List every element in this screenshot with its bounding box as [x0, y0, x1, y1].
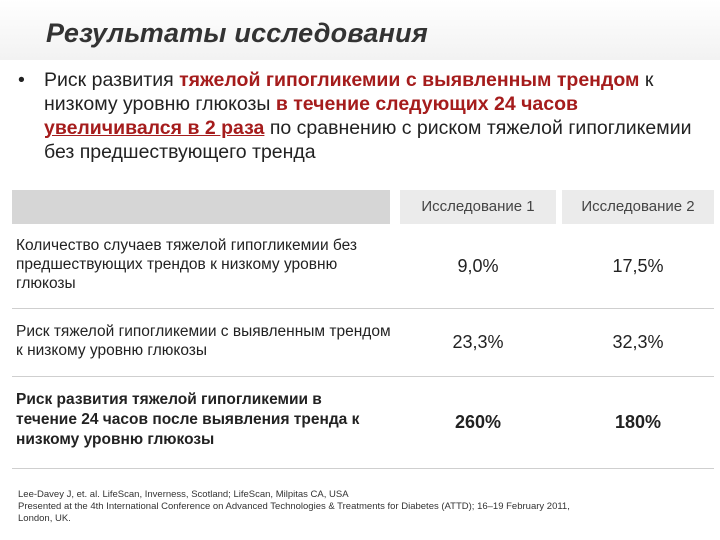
row-value-study-1: 23,3%	[452, 332, 504, 352]
table-row: Риск тяжелой гипогликемии с выявленным т…	[12, 320, 714, 366]
bullet-text-part: Риск развития	[44, 69, 180, 91]
table-row: Риск развития тяжелой гипогликемии в теч…	[12, 390, 714, 456]
header-empty-cell	[12, 190, 390, 224]
bullet-highlight: в течение следующих 24 часов	[275, 93, 578, 115]
table-row: Количество случаев тяжелой гипогликемии …	[12, 234, 714, 300]
row-divider	[12, 308, 714, 309]
bullet-point: • Риск развития тяжелой гипогликемии с в…	[18, 68, 708, 164]
bullet-text: Риск развития тяжелой гипогликемии с выя…	[44, 68, 708, 164]
bullet-text-part: по сравнению с риском тяжелой гипогликем…	[44, 117, 692, 163]
row-label: Риск тяжелой гипогликемии с выявленным т…	[16, 323, 391, 359]
title-bar: Результаты исследования	[0, 0, 720, 60]
bullet-marker: •	[18, 69, 25, 91]
row-value-study-1: 260%	[454, 412, 502, 432]
row-divider	[12, 468, 714, 469]
reference-line: Lee-Davey J, et. al. LifeScan, Inverness…	[18, 489, 349, 500]
reference-line: Presented at the 4th International Confe…	[18, 501, 570, 524]
row-divider	[12, 376, 714, 377]
bullet-highlight-underlined: увеличивался в 2 раза	[44, 117, 265, 139]
results-table: Исследование 1 Исследование 2 Количество…	[12, 190, 714, 469]
row-value-study-2: 32,3%	[612, 332, 664, 352]
table-header-row: Исследование 1 Исследование 2	[12, 190, 714, 224]
page-title: Результаты исследования	[46, 18, 428, 48]
row-value-study-1: 9,0%	[457, 256, 499, 276]
row-label: Риск развития тяжелой гипогликемии в теч…	[16, 391, 360, 448]
header-study-2: Исследование 2	[562, 190, 714, 224]
row-value-study-2: 180%	[614, 412, 662, 432]
bullet-text-part: к низкому уровню глюкозы	[44, 69, 654, 115]
row-label: Количество случаев тяжелой гипогликемии …	[16, 237, 357, 292]
bullet-highlight: тяжелой гипогликемии с выявленным трендо…	[179, 69, 640, 91]
header-study-1: Исследование 1	[400, 190, 556, 224]
row-value-study-2: 17,5%	[612, 256, 664, 276]
references: Lee-Davey J, et. al. LifeScan, Inverness…	[18, 489, 578, 525]
